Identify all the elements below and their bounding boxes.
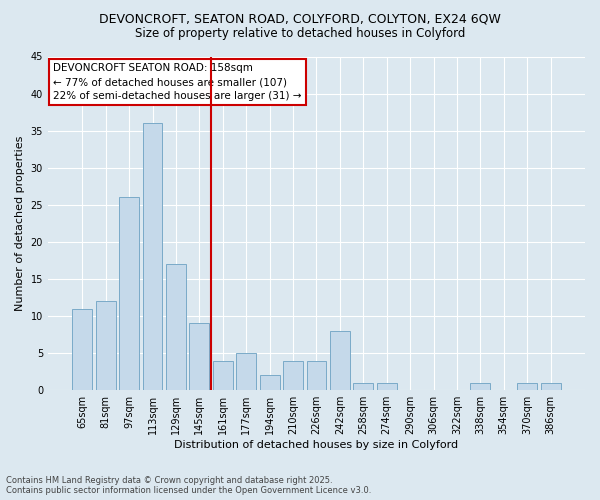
Bar	[119, 198, 139, 390]
Bar	[213, 360, 233, 390]
Y-axis label: Number of detached properties: Number of detached properties	[15, 136, 25, 311]
Bar	[236, 353, 256, 390]
Bar	[307, 360, 326, 390]
Text: DEVONCROFT, SEATON ROAD, COLYFORD, COLYTON, EX24 6QW: DEVONCROFT, SEATON ROAD, COLYFORD, COLYT…	[99, 12, 501, 26]
X-axis label: Distribution of detached houses by size in Colyford: Distribution of detached houses by size …	[175, 440, 458, 450]
Bar	[260, 376, 280, 390]
Bar	[470, 383, 490, 390]
Bar	[143, 123, 163, 390]
Bar	[541, 383, 560, 390]
Bar	[377, 383, 397, 390]
Text: Size of property relative to detached houses in Colyford: Size of property relative to detached ho…	[135, 28, 465, 40]
Bar	[73, 308, 92, 390]
Bar	[283, 360, 303, 390]
Bar	[353, 383, 373, 390]
Bar	[96, 301, 116, 390]
Bar	[190, 324, 209, 390]
Text: DEVONCROFT SEATON ROAD: 158sqm
← 77% of detached houses are smaller (107)
22% of: DEVONCROFT SEATON ROAD: 158sqm ← 77% of …	[53, 63, 302, 101]
Bar	[517, 383, 537, 390]
Bar	[330, 331, 350, 390]
Text: Contains HM Land Registry data © Crown copyright and database right 2025.
Contai: Contains HM Land Registry data © Crown c…	[6, 476, 371, 495]
Bar	[166, 264, 186, 390]
